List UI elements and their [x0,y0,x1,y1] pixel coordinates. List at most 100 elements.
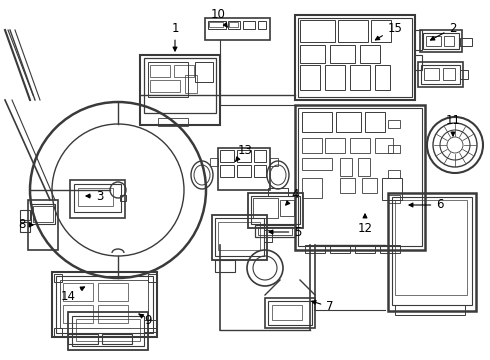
Bar [418,62,463,87]
Bar [31,204,55,224]
Bar [258,227,292,235]
Bar [302,178,322,198]
Bar [218,222,260,250]
Bar [414,55,422,70]
Bar [144,320,156,332]
Text: 8: 8 [18,219,33,231]
Bar [392,197,472,305]
Bar [218,148,270,190]
Bar [228,21,240,29]
Bar [340,158,352,176]
Bar [144,58,216,113]
Text: 9: 9 [139,314,152,327]
Bar [362,178,377,193]
Bar [270,158,278,166]
Bar [426,36,441,46]
Bar [212,215,267,260]
Bar [150,80,180,92]
Text: 5: 5 [269,225,302,238]
Bar [220,150,234,162]
Bar [302,112,332,132]
Bar [98,305,128,323]
Bar [254,165,266,177]
Bar [340,178,355,193]
Text: 1: 1 [171,22,179,51]
Bar [300,20,335,42]
Bar [388,170,400,178]
Bar [148,274,156,282]
Bar [215,260,235,272]
Bar [460,38,472,46]
Bar [237,150,251,162]
Bar [258,21,266,29]
Bar [205,18,270,40]
Text: 4: 4 [286,189,299,205]
Bar [336,112,361,132]
Bar [140,55,220,125]
Bar [295,15,415,100]
Bar [444,36,454,46]
Bar [350,138,370,153]
Bar [414,30,422,50]
Bar [174,65,194,77]
Bar [365,112,385,132]
Bar [300,45,325,63]
Bar [375,65,390,90]
Bar [300,65,320,90]
Bar [60,280,148,328]
Bar [264,230,272,242]
Bar [350,65,370,90]
Bar [98,283,128,301]
Text: 10: 10 [211,9,227,27]
Bar [423,33,459,49]
Bar [54,274,62,282]
Bar [305,245,325,253]
Bar [68,334,98,344]
Text: 2: 2 [431,22,457,40]
Bar [74,184,121,212]
Bar [424,68,439,80]
Bar [120,195,126,201]
Text: 6: 6 [409,198,444,211]
Bar [325,65,345,90]
Bar [380,245,400,253]
Bar [248,193,303,228]
Bar [325,138,345,153]
Bar [28,200,58,250]
Bar [158,118,188,126]
Bar [220,165,234,177]
Text: 13: 13 [235,144,252,162]
Bar [255,225,295,237]
Bar [72,316,144,346]
Bar [148,328,156,336]
Bar [395,200,467,295]
Bar [360,45,380,63]
Bar [78,188,113,206]
Text: 12: 12 [358,214,372,234]
Text: 7: 7 [312,301,334,314]
Bar [268,301,312,325]
Bar [388,145,400,153]
Bar [375,138,393,153]
Bar [295,105,425,250]
Bar [63,283,93,301]
Bar [388,195,400,203]
Bar [70,180,125,218]
Bar [20,210,30,220]
Bar [208,21,226,29]
Bar [338,20,368,42]
Bar [148,62,188,97]
Bar [268,188,288,196]
Bar [443,68,455,80]
Bar [395,305,465,315]
Bar [371,20,391,42]
Bar [330,245,350,253]
Bar [382,178,402,200]
Bar [272,305,302,320]
Bar [68,312,148,350]
Bar [254,150,266,162]
Bar [209,22,223,27]
Text: 14: 14 [60,287,84,302]
Bar [215,218,264,256]
Bar [195,62,213,82]
